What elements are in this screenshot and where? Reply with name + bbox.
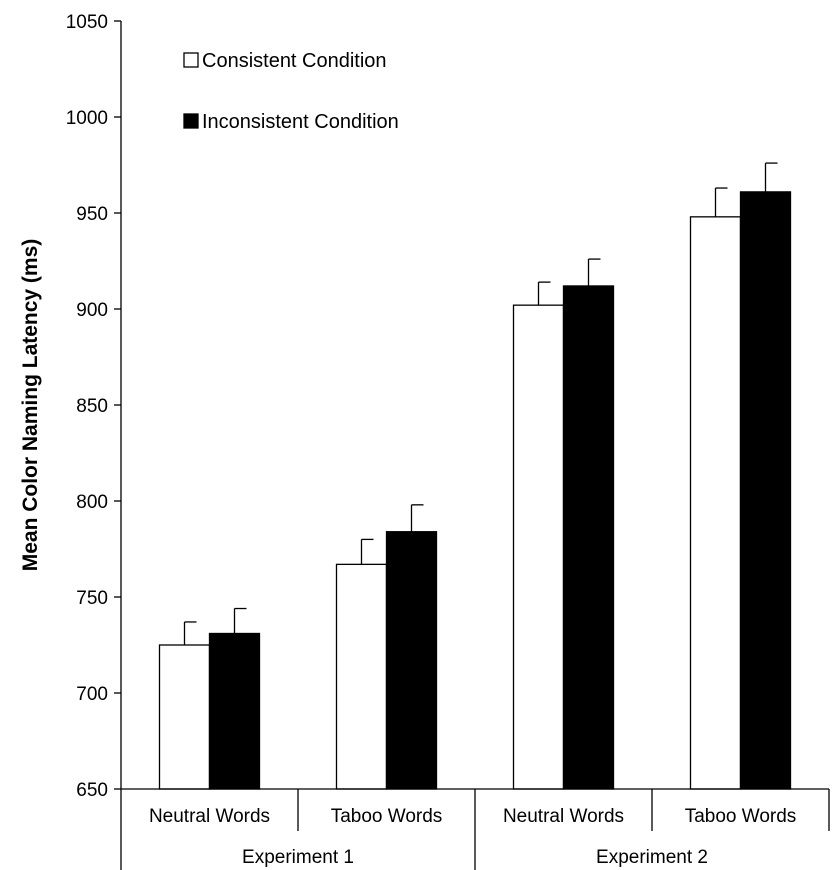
bar-inconsistent-condition-0 [208, 632, 261, 790]
y-tick-label: 700 [76, 684, 108, 705]
y-tick-label: 1050 [66, 12, 108, 33]
y-axis-title: Mean Color Naming Latency (ms) [19, 239, 42, 572]
y-tick-label: 800 [76, 492, 108, 513]
legend-label: Consistent Condition [202, 50, 387, 72]
y-tick-label: 650 [76, 780, 108, 801]
x-category-label: Taboo Words [685, 806, 797, 827]
bars [158, 162, 792, 790]
y-axis: 650 700 750 800 850 900 950 1000 1050 [66, 12, 122, 801]
y-tick-label: 1000 [66, 108, 108, 129]
y-tick-label: 850 [76, 396, 108, 417]
y-tick-label: 750 [76, 588, 108, 609]
legend-label: Inconsistent Condition [202, 111, 399, 133]
bar-consistent-condition-3 [689, 216, 742, 790]
y-tick-label: 950 [76, 204, 108, 225]
legend-swatch [183, 52, 199, 68]
x-category-label: Taboo Words [331, 806, 443, 827]
bar-inconsistent-condition-3 [739, 191, 792, 790]
x-axis: Neutral Words Taboo Words Neutral Words Tab… [120, 788, 830, 870]
y-tick-label: 900 [76, 300, 108, 321]
bar-consistent-condition-0 [158, 644, 211, 790]
bar-inconsistent-condition-1 [385, 531, 438, 790]
legend: Consistent Condition Inconsistent Conditi… [183, 50, 399, 133]
x-category-label: Neutral Words [149, 806, 270, 827]
x-group-label: Experiment 1 [242, 847, 354, 868]
bar-consistent-condition-2 [512, 304, 565, 790]
bar-consistent-condition-1 [335, 563, 388, 790]
bar-inconsistent-condition-2 [562, 285, 615, 790]
x-group-label: Experiment 2 [596, 847, 708, 868]
x-category-label: Neutral Words [503, 806, 624, 827]
legend-swatch [183, 113, 199, 129]
